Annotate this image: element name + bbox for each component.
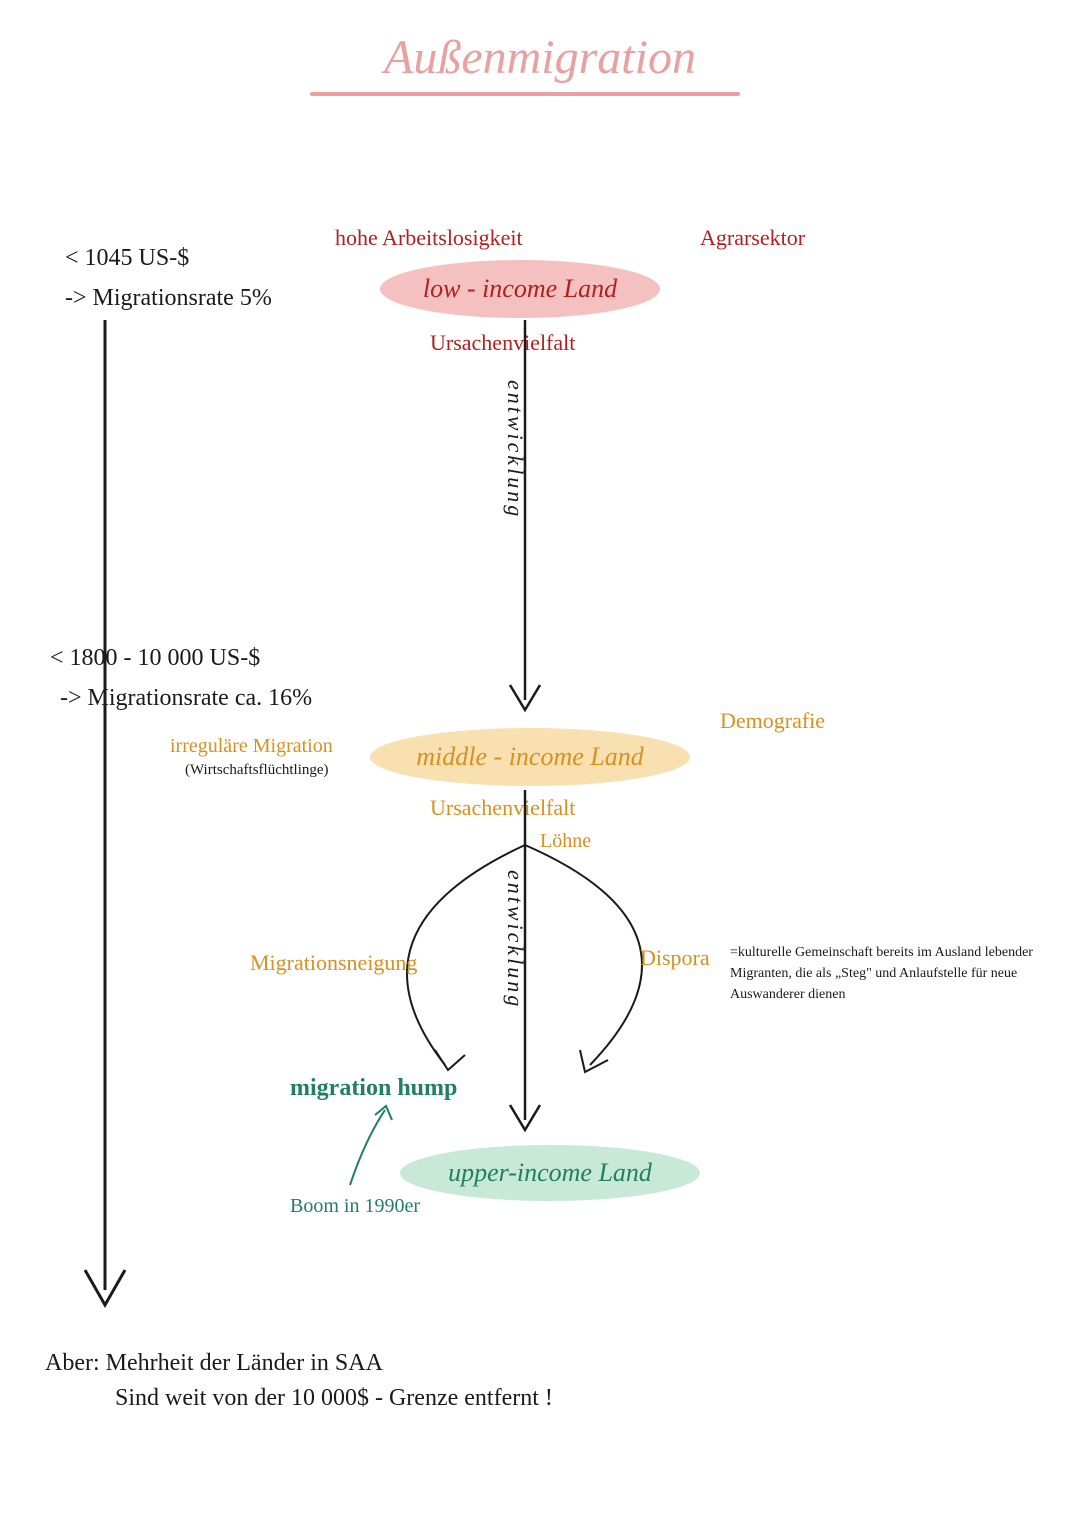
upper-income-bubble-text: upper-income Land	[448, 1158, 652, 1188]
loop-right-label: Dispora	[640, 945, 710, 971]
middle-income-bubble: middle - income Land	[370, 728, 690, 786]
threshold-1: < 1045 US-$	[65, 245, 189, 272]
middle-income-bubble-text: middle - income Land	[416, 742, 643, 772]
low-income-label-left: hohe Arbeitslosigkeit	[335, 225, 523, 251]
low-income-bubble: low - income Land	[380, 260, 660, 318]
middle-demografie: Demografie	[720, 708, 825, 734]
hump-sub: Boom in 1990er	[290, 1195, 420, 1218]
hump-arrow-icon	[330, 1100, 410, 1190]
footer-line-2: Sind weit von der 10 000$ - Grenze entfe…	[115, 1385, 553, 1412]
left-long-arrow-icon	[75, 320, 135, 1320]
low-income-label-right: Agrarsektor	[700, 225, 805, 251]
low-income-bubble-text: low - income Land	[423, 274, 617, 304]
title-underline	[310, 92, 740, 96]
footer-line-1: Aber: Mehrheit der Länder in SAA	[45, 1350, 383, 1377]
arrow-1-label: entwicklung	[502, 380, 528, 519]
page-title: Außenmigration	[300, 30, 780, 85]
migration-hump: migration hump	[290, 1075, 457, 1102]
middle-irregular-sub: (Wirtschaftsflüchtlinge)	[185, 762, 329, 779]
dispora-definition: =kulturelle Gemeinschaft bereits im Ausl…	[730, 942, 1060, 1005]
upper-income-bubble: upper-income Land	[400, 1145, 700, 1201]
middle-irregular: irreguläre Migration	[170, 735, 333, 758]
rate-1: -> Migrationsrate 5%	[65, 285, 272, 312]
loop-left-label: Migrationsneigung	[250, 950, 417, 976]
loop-top-label: Löhne	[540, 830, 591, 853]
